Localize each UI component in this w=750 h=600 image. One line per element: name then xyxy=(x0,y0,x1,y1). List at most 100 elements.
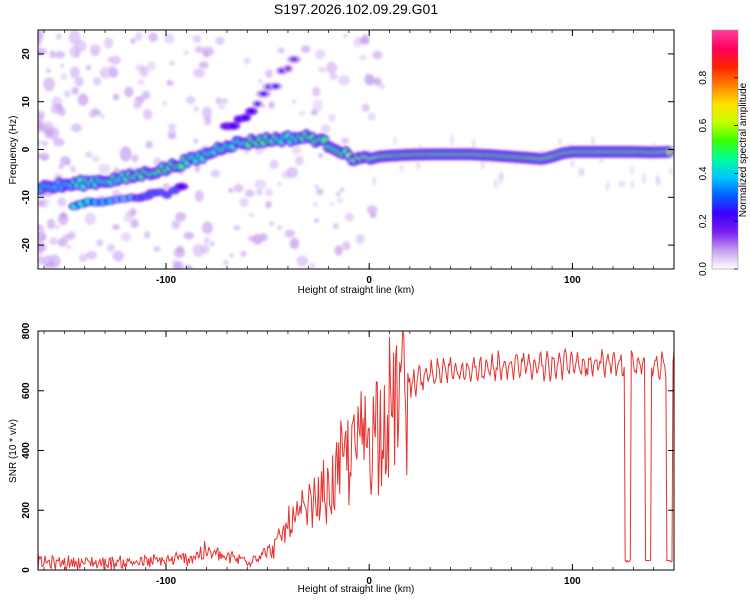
noise-blob xyxy=(355,234,365,245)
spectrogram-y-tick-label: 20 xyxy=(21,48,32,60)
noise-blob xyxy=(124,86,134,98)
spectrogram-y-tick-label: 0 xyxy=(21,146,32,152)
snr-x-tick-label: 100 xyxy=(564,576,581,587)
noise-blob xyxy=(320,124,331,134)
noise-blob xyxy=(618,180,623,188)
noise-blob xyxy=(84,151,93,158)
noise-blob xyxy=(359,54,367,61)
colorbar-tick-label: 0.0 xyxy=(698,262,709,276)
noise-blob xyxy=(78,253,88,263)
noise-blob xyxy=(338,75,350,86)
upper-branch-blob-core xyxy=(247,109,255,114)
snr-y-tick-label: 600 xyxy=(21,382,32,399)
noise-blob xyxy=(277,47,285,54)
noise-blob xyxy=(367,112,376,121)
noise-blob xyxy=(153,245,161,252)
noise-blob xyxy=(218,104,226,110)
noise-blob xyxy=(92,155,101,163)
noise-blob xyxy=(329,73,339,80)
noise-blob xyxy=(570,159,575,168)
noise-blob xyxy=(557,138,562,146)
noise-blob xyxy=(146,61,156,72)
colorbar-tick-label: 0.2 xyxy=(698,214,709,228)
noise-blob xyxy=(168,133,177,140)
snr-y-tick-label: 0 xyxy=(21,567,32,573)
noise-blob xyxy=(57,237,68,247)
noise-blob xyxy=(193,68,205,78)
noise-blob xyxy=(70,123,82,133)
noise-blob xyxy=(228,187,234,194)
noise-blob xyxy=(43,77,55,92)
snr-y-tick-label: 400 xyxy=(21,442,32,459)
noise-blob xyxy=(112,250,124,262)
noise-blob xyxy=(145,140,153,149)
noise-blob xyxy=(84,212,97,225)
noise-blob xyxy=(54,50,66,59)
spectrogram-y-tick-label: -20 xyxy=(21,237,32,252)
noise-blob xyxy=(641,172,646,185)
noise-blob xyxy=(201,221,213,234)
noise-blob xyxy=(130,218,139,229)
noise-blob xyxy=(135,96,140,101)
spectrogram-x-tick-label: 0 xyxy=(366,275,372,286)
noise-blob xyxy=(113,167,120,174)
noise-blob xyxy=(46,218,56,230)
noise-blob xyxy=(85,64,92,71)
noise-blob xyxy=(621,180,626,188)
noise-blob xyxy=(335,191,341,198)
noise-blob xyxy=(98,163,111,175)
noise-blob xyxy=(269,159,279,170)
noise-blob xyxy=(131,154,139,163)
noise-blob xyxy=(290,237,300,250)
noise-blob xyxy=(74,77,84,87)
noise-blob xyxy=(77,93,89,106)
noise-blob xyxy=(299,110,306,116)
snr-y-axis-label: SNR (10 * v/v) xyxy=(8,419,19,483)
noise-blob xyxy=(668,167,673,175)
colorbar-tick-label: 0.4 xyxy=(698,166,709,180)
noise-blob xyxy=(326,61,338,75)
noise-blob xyxy=(578,167,583,177)
noise-blob xyxy=(185,96,196,105)
noise-blob xyxy=(315,188,324,196)
colorbar-tick-label: 0.6 xyxy=(698,118,709,132)
noise-blob xyxy=(344,212,355,222)
noise-blob xyxy=(296,255,308,267)
noise-blob xyxy=(284,229,296,238)
noise-blob xyxy=(215,97,222,105)
noise-blob xyxy=(71,87,79,95)
noise-blob xyxy=(312,86,321,97)
noise-blob xyxy=(229,252,234,258)
noise-blob xyxy=(399,164,404,172)
noise-blob xyxy=(591,135,596,147)
noise-blob xyxy=(308,262,316,269)
noise-blob xyxy=(210,169,221,178)
colorbar-tick-label: 0.8 xyxy=(698,70,709,84)
noise-blob xyxy=(163,33,175,44)
noise-blob xyxy=(120,232,132,242)
spectrogram-x-axis-label: Height of straight line (km) xyxy=(298,285,415,296)
noise-blob xyxy=(361,103,370,113)
noise-blob xyxy=(194,164,201,173)
noise-blob xyxy=(312,99,323,112)
noise-blob xyxy=(183,50,190,55)
noise-blob xyxy=(291,146,302,155)
noise-blob xyxy=(68,30,81,45)
noise-blob xyxy=(277,181,282,187)
noise-blob xyxy=(318,66,326,73)
noise-blob xyxy=(183,231,195,240)
noise-blob xyxy=(91,49,100,57)
noise-blob xyxy=(40,140,49,147)
noise-blob xyxy=(38,47,42,52)
noise-blob xyxy=(162,182,171,190)
upper-branch-blob-core xyxy=(241,115,249,120)
noise-blob xyxy=(129,207,137,216)
spectrogram-x-tick-label: -100 xyxy=(156,275,176,286)
noise-blob xyxy=(173,261,182,269)
noise-blob xyxy=(372,176,377,187)
noise-blob xyxy=(276,225,283,231)
noise-blob xyxy=(204,237,210,244)
snr-y-tick-label: 800 xyxy=(21,322,32,339)
